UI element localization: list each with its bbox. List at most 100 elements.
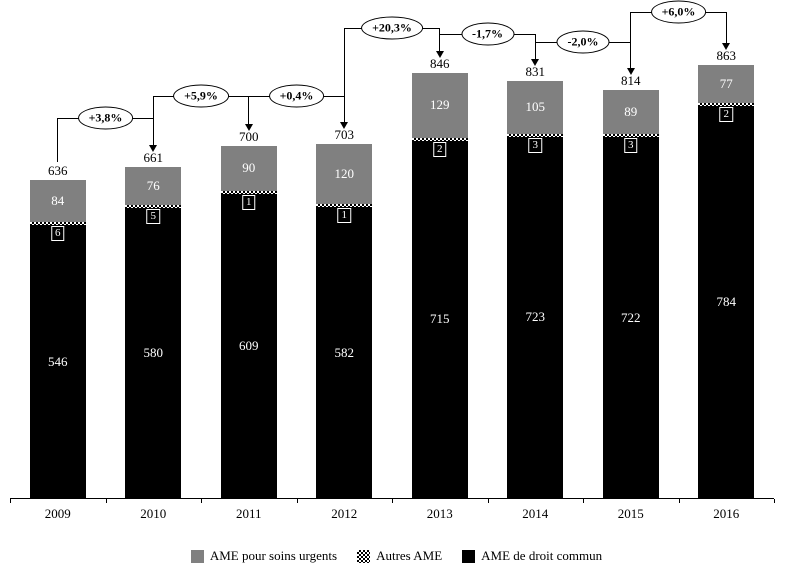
bracket-riser bbox=[57, 118, 59, 162]
droit-commun-value: 580 bbox=[143, 345, 164, 360]
total-label: 846 bbox=[430, 56, 450, 71]
soins-urgents-value: 129 bbox=[430, 97, 450, 113]
bracket-drop bbox=[725, 12, 727, 44]
bar-segment-soins-urgents bbox=[698, 64, 755, 103]
legend-label-droit-commun: AME de droit commun bbox=[481, 548, 603, 563]
autres-ame-value: 3 bbox=[624, 138, 638, 153]
year-label: 2014 bbox=[522, 506, 549, 521]
bar-segment-autres-ame bbox=[29, 222, 86, 225]
bar-segment-soins-urgents bbox=[411, 73, 468, 138]
axis-tick bbox=[678, 499, 680, 503]
droit-commun-value: 723 bbox=[525, 309, 546, 325]
bar-segment-autres-ame bbox=[602, 134, 659, 137]
bar-segment-droit-commun bbox=[29, 225, 86, 498]
growth-oval: +0,4% bbox=[268, 84, 325, 108]
bar-segment-droit-commun bbox=[507, 136, 564, 498]
axis-tick bbox=[105, 499, 107, 503]
soins-urgents-value: 76 bbox=[146, 178, 160, 193]
growth-oval: +20,3% bbox=[361, 16, 423, 40]
total-label: 700 bbox=[239, 128, 259, 144]
droit-commun-value: 722 bbox=[621, 309, 641, 325]
growth-oval: -1,7% bbox=[461, 22, 514, 46]
soins-urgents-value: 90 bbox=[242, 160, 256, 175]
autres-ame-value: 3 bbox=[528, 137, 542, 153]
bracket-riser bbox=[534, 42, 536, 63]
bracket-riser bbox=[343, 28, 345, 126]
droit-commun-value: 784 bbox=[716, 294, 737, 309]
autres-ame-value: 1 bbox=[242, 194, 256, 210]
year-label: 2016 bbox=[713, 506, 740, 521]
bracket-riser bbox=[439, 34, 441, 55]
bar-segment-soins-urgents bbox=[125, 167, 182, 205]
total-label: 831 bbox=[525, 64, 546, 79]
soins-urgents-value: 89 bbox=[624, 103, 638, 119]
year-label: 2011 bbox=[235, 506, 262, 521]
soins-urgents-value: 84 bbox=[51, 193, 65, 208]
total-label: 863 bbox=[716, 47, 737, 63]
bracket-riser bbox=[630, 12, 632, 72]
bar-segment-droit-commun bbox=[125, 208, 182, 498]
legend-label-soins-urgents: AME pour soins urgents bbox=[209, 548, 338, 563]
soins-urgents-value: 120 bbox=[334, 166, 355, 181]
droit-commun-value: 715 bbox=[430, 311, 450, 327]
bar-segment-autres-ame bbox=[125, 205, 182, 208]
soins-urgents-value: 105 bbox=[525, 99, 546, 115]
bar-segment-soins-urgents bbox=[316, 144, 373, 204]
total-label: 703 bbox=[334, 127, 355, 142]
bar-segment-soins-urgents bbox=[29, 180, 86, 222]
bar-segment-soins-urgents bbox=[602, 89, 659, 134]
axis-tick bbox=[10, 499, 11, 503]
bar-segment-autres-ame bbox=[411, 137, 468, 141]
droit-commun-value: 582 bbox=[334, 344, 355, 360]
soins-urgents-value: 77 bbox=[719, 75, 733, 91]
droit-commun-value: 609 bbox=[239, 337, 259, 353]
growth-oval: +5,9% bbox=[173, 84, 229, 108]
axis-tick bbox=[201, 499, 202, 503]
legend-label-autres-ame: Autres AME bbox=[376, 548, 443, 563]
autres-ame-value: 6 bbox=[51, 226, 65, 241]
growth-oval: +6,0% bbox=[650, 0, 707, 24]
total-label: 814 bbox=[621, 72, 641, 88]
bar-segment-soins-urgents bbox=[507, 81, 564, 134]
legend-item-soins-urgents: AME pour soins urgents bbox=[190, 548, 338, 564]
bracket-riser bbox=[152, 96, 154, 149]
bar-segment-autres-ame bbox=[507, 133, 564, 137]
year-label: 2015 bbox=[617, 506, 644, 521]
axis-tick bbox=[774, 499, 775, 503]
total-label: 661 bbox=[143, 150, 164, 165]
legend-swatch-black-icon bbox=[462, 549, 476, 563]
year-label: 2012 bbox=[331, 506, 358, 521]
bar-segment-autres-ame bbox=[316, 204, 373, 207]
bar-segment-droit-commun bbox=[220, 193, 277, 498]
legend-item-droit-commun: AME de droit commun bbox=[462, 548, 602, 564]
total-label: 636 bbox=[48, 163, 68, 178]
year-label: 2009 bbox=[44, 506, 71, 521]
year-label: 2010 bbox=[140, 506, 167, 521]
autres-ame-value: 2 bbox=[433, 141, 447, 157]
axis-tick bbox=[392, 499, 393, 503]
bar-segment-droit-commun bbox=[411, 140, 468, 498]
legend-item-autres-ame: Autres AME bbox=[357, 548, 442, 564]
year-label: 2013 bbox=[426, 506, 453, 521]
bar-segment-droit-commun bbox=[698, 106, 755, 498]
bar-segment-soins-urgents bbox=[220, 145, 277, 191]
autres-ame-value: 1 bbox=[337, 208, 351, 223]
axis-tick bbox=[296, 499, 298, 503]
droit-commun-value: 546 bbox=[48, 353, 68, 369]
autres-ame-value: 2 bbox=[719, 107, 733, 122]
legend-swatch-gray-icon bbox=[190, 549, 204, 563]
growth-oval: -2,0% bbox=[556, 30, 610, 54]
bracket-riser bbox=[248, 96, 250, 128]
down-arrowhead-icon bbox=[722, 42, 731, 50]
legend: AME pour soins urgents Autres AME AME de… bbox=[0, 548, 793, 564]
growth-oval: +3,8% bbox=[77, 106, 134, 130]
autres-ame-value: 5 bbox=[146, 209, 160, 224]
legend-swatch-checker-icon bbox=[357, 549, 371, 563]
axis-tick bbox=[487, 499, 489, 503]
bar-segment-autres-ame bbox=[698, 103, 755, 106]
bar-segment-droit-commun bbox=[316, 207, 373, 498]
bar-segment-droit-commun bbox=[602, 137, 659, 498]
bar-segment-autres-ame bbox=[220, 190, 277, 194]
